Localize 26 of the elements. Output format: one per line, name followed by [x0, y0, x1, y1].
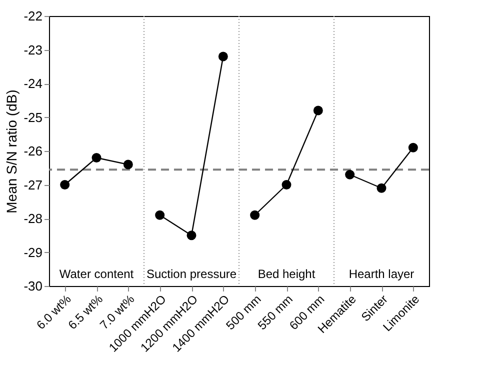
point — [60, 180, 70, 190]
y-tick-label: -25 — [24, 110, 42, 125]
y-tick-label: -23 — [24, 42, 42, 58]
annotation: Suction pressure — [146, 267, 237, 281]
point — [186, 230, 196, 240]
y-axis-title: Mean S/N ratio (dB) — [4, 90, 20, 214]
point — [123, 160, 133, 170]
y-tick-label: -29 — [24, 244, 42, 260]
point — [282, 180, 292, 190]
point — [155, 210, 165, 220]
y-tick-label: -28 — [24, 211, 42, 226]
point — [345, 170, 355, 180]
annotation: Hearth layer — [348, 267, 414, 281]
y-tick-label: -22 — [24, 8, 42, 24]
y-tick-label: -26 — [24, 144, 42, 158]
y-tick-label: -27 — [24, 177, 42, 192]
point — [250, 210, 260, 220]
point — [408, 142, 418, 152]
y-tick-label: -24 — [24, 76, 42, 91]
point — [376, 183, 386, 193]
point — [218, 52, 228, 62]
annotation: Bed height — [258, 267, 316, 281]
point — [313, 106, 323, 116]
y-tick-label: -30 — [24, 278, 42, 294]
annotation: Water content — [59, 267, 134, 281]
point — [92, 153, 102, 162]
